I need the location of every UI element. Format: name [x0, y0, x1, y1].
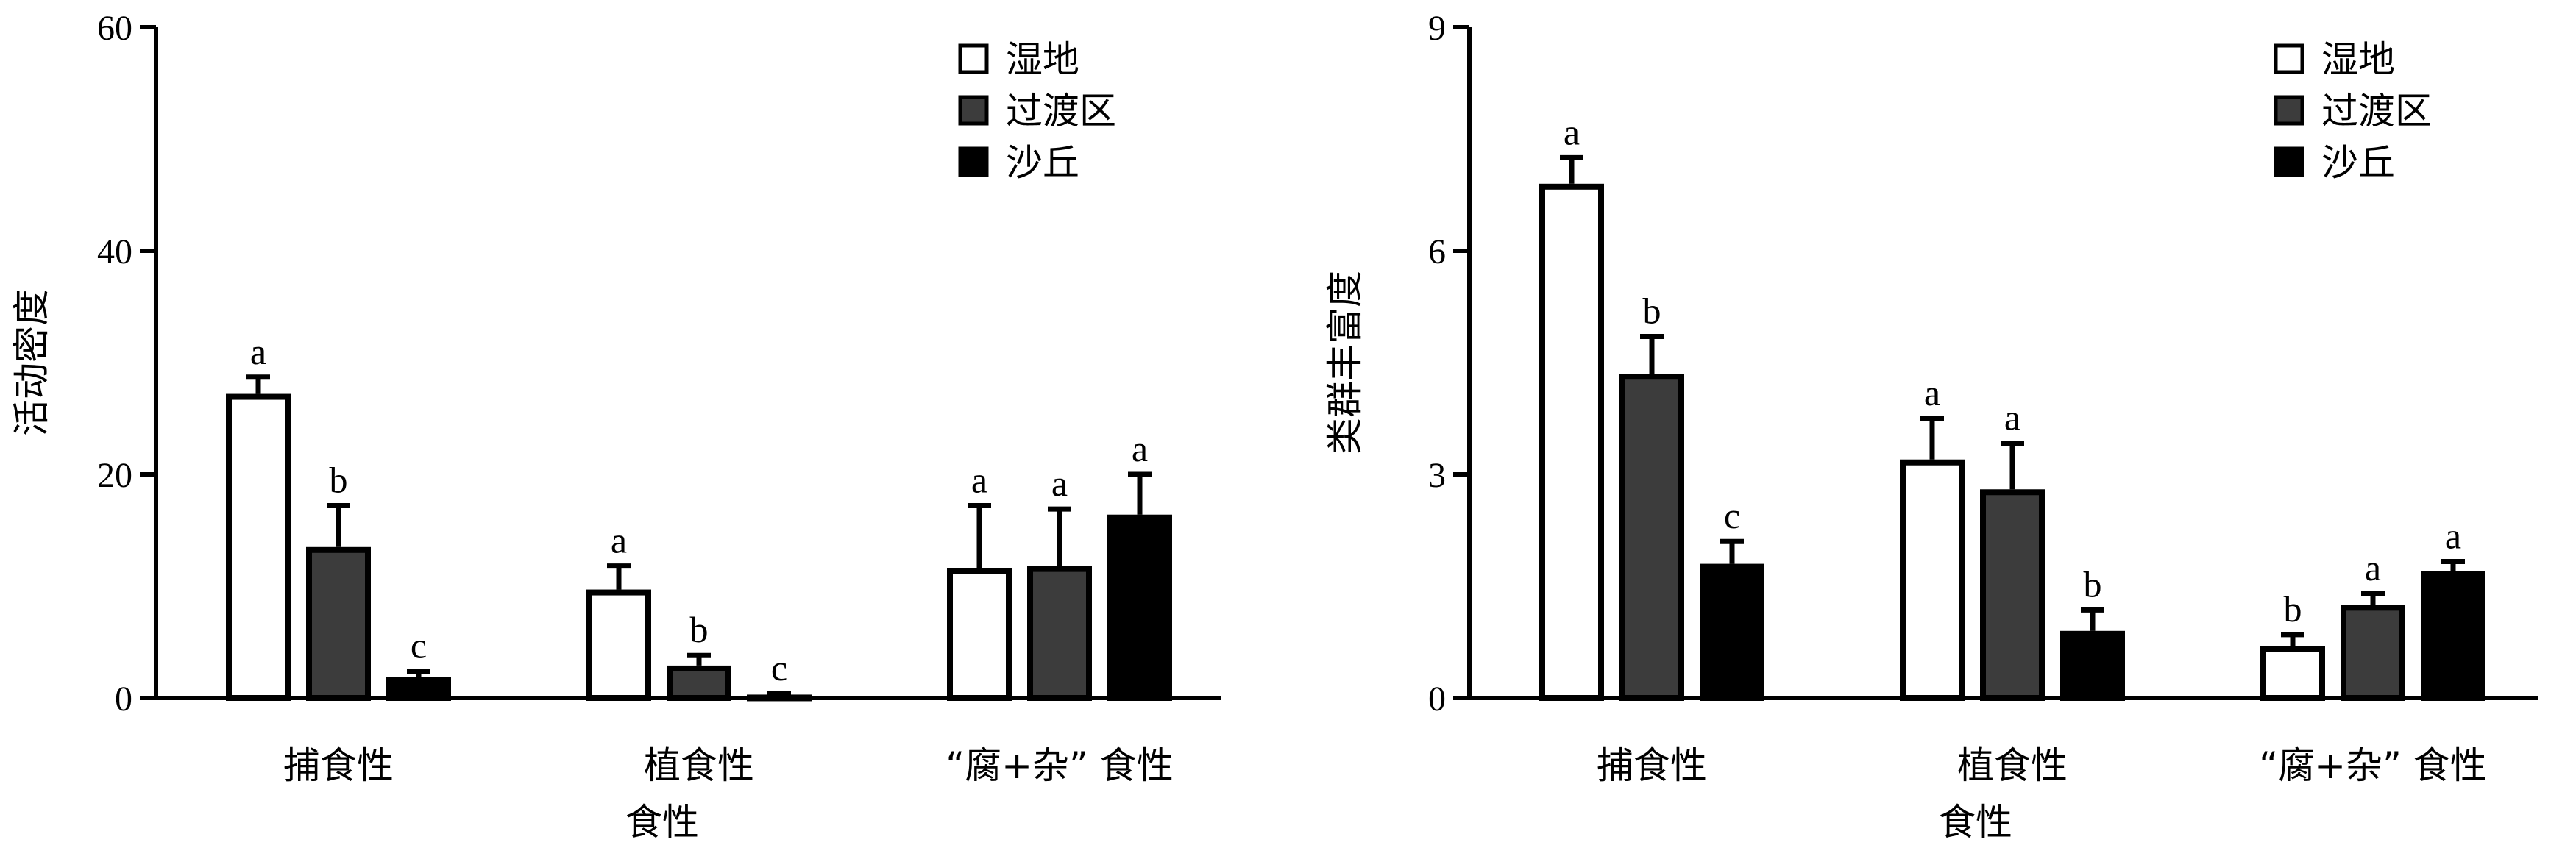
- y-tick-label: 9: [1428, 9, 1446, 48]
- bar: [586, 589, 651, 701]
- category-label: 植食性: [644, 744, 754, 787]
- y-tick-label: 60: [97, 9, 132, 48]
- bar: [386, 677, 451, 701]
- y-tick-label: 20: [97, 456, 132, 495]
- x-axis-title: 食性: [1939, 801, 2012, 844]
- bar: [2060, 630, 2125, 701]
- legend-label: 湿地: [1006, 38, 1079, 81]
- bar: [667, 665, 731, 701]
- significance-label: b: [1643, 291, 1661, 332]
- category-label: 植食性: [1957, 744, 2068, 787]
- significance-label: a: [1051, 463, 1068, 504]
- significance-label: b: [2284, 588, 2302, 630]
- bar: [1619, 374, 1684, 701]
- category-label: 捕食性: [283, 744, 394, 787]
- significance-label: a: [250, 331, 266, 372]
- bar: [226, 393, 291, 701]
- bar: [2341, 605, 2405, 701]
- y-tick-label: 6: [1428, 232, 1446, 271]
- legend-label: 沙丘: [2321, 141, 2395, 184]
- significance-label: c: [771, 647, 787, 688]
- legend-label: 湿地: [2321, 38, 2395, 81]
- bar: [1539, 183, 1604, 702]
- legend-swatch: [2274, 146, 2304, 177]
- bar: [1700, 563, 1764, 701]
- category-label: “腐+杂” 食性: [2259, 744, 2487, 787]
- bar: [747, 694, 812, 702]
- significance-label: a: [971, 460, 987, 501]
- y-tick-label: 40: [97, 232, 132, 271]
- bar: [947, 568, 1012, 701]
- x-axis-title: 食性: [625, 801, 699, 844]
- bar: [1900, 459, 1965, 701]
- significance-label: a: [1564, 111, 1580, 152]
- y-tick-label: 0: [115, 680, 132, 719]
- legend-label: 沙丘: [1006, 141, 1079, 184]
- y-axis-title: 类群丰富度: [1324, 271, 1366, 455]
- bar: [1980, 489, 2045, 701]
- significance-label: b: [690, 609, 709, 650]
- significance-label: a: [611, 520, 627, 561]
- bar: [1107, 514, 1172, 701]
- significance-label: c: [1724, 495, 1740, 536]
- legend-label: 过渡区: [2321, 90, 2432, 132]
- legend-label: 过渡区: [1006, 90, 1116, 132]
- bar: [2260, 646, 2325, 701]
- y-axis-title: 活动密度: [10, 289, 53, 436]
- legend-swatch: [958, 43, 989, 74]
- category-label: “腐+杂” 食性: [945, 744, 1174, 787]
- bar: [306, 546, 371, 701]
- category-label: 捕食性: [1597, 744, 1707, 787]
- significance-label: a: [2445, 516, 2461, 557]
- legend-swatch: [958, 95, 989, 126]
- significance-label: c: [411, 625, 427, 666]
- significance-label: a: [2004, 396, 2020, 438]
- significance-label: b: [2084, 563, 2102, 605]
- significance-label: b: [330, 460, 348, 501]
- bar: [1027, 566, 1092, 702]
- y-tick-label: 0: [1428, 680, 1446, 719]
- significance-label: a: [1924, 372, 1940, 413]
- y-tick-label: 3: [1428, 456, 1446, 495]
- bar: [2421, 571, 2485, 701]
- legend-swatch: [958, 146, 989, 177]
- significance-label: a: [2365, 547, 2381, 588]
- legend-swatch: [2274, 43, 2304, 74]
- legend-swatch: [2274, 95, 2304, 126]
- significance-label: a: [1132, 428, 1148, 469]
